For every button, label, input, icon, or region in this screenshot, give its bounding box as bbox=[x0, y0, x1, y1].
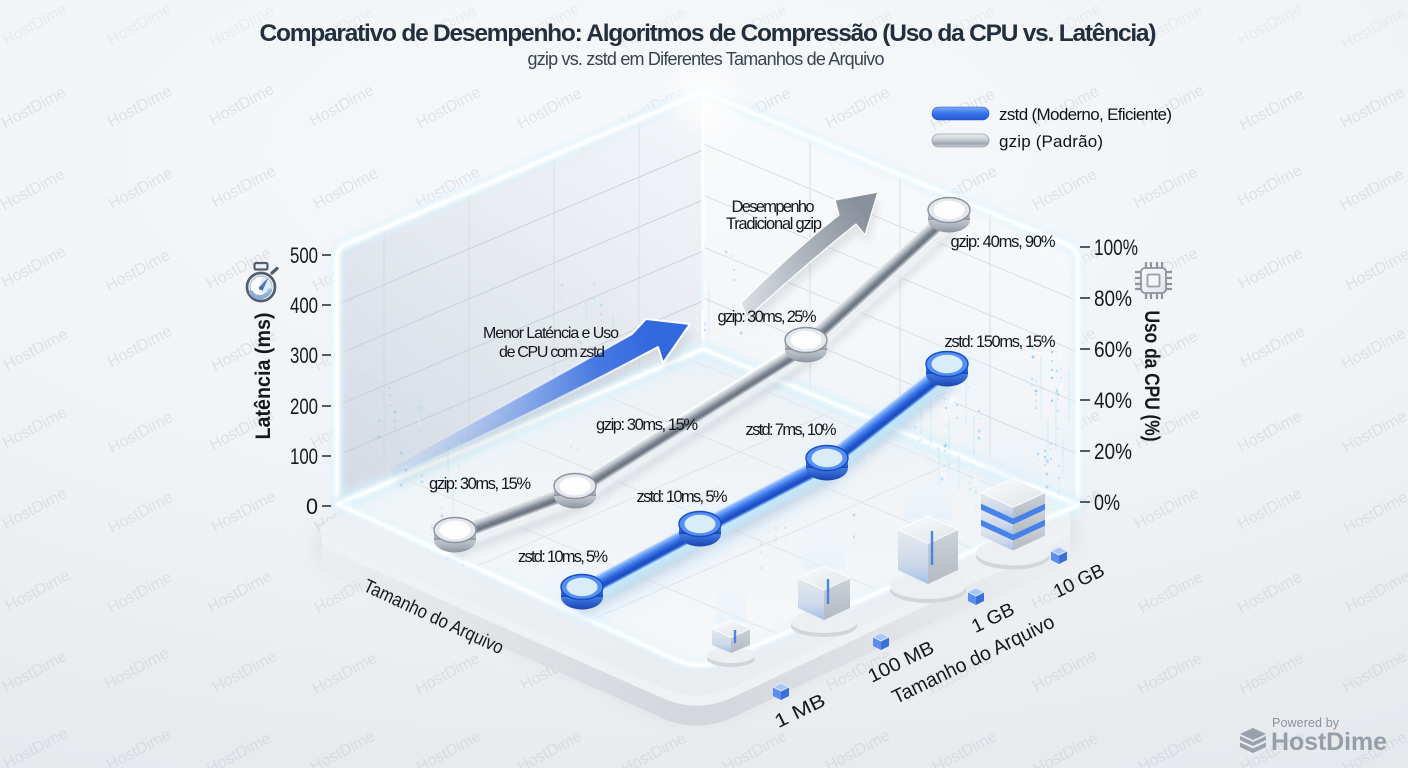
svg-text:HostDime: HostDime bbox=[1237, 86, 1307, 134]
svg-text:HostDime: HostDime bbox=[103, 247, 173, 295]
svg-text:gzip: 30ms, 15%: gzip: 30ms, 15% bbox=[596, 416, 698, 434]
svg-text:HostDime: HostDime bbox=[1341, 489, 1408, 537]
svg-text:HostDime: HostDime bbox=[105, 83, 175, 131]
svg-text:HostDime: HostDime bbox=[307, 82, 377, 130]
svg-text:HostDime: HostDime bbox=[0, 1, 70, 49]
svg-text:HostDime: HostDime bbox=[1235, 485, 1305, 533]
svg-text:HostDime: HostDime bbox=[619, 730, 689, 768]
svg-text:HostDime: HostDime bbox=[414, 728, 484, 768]
svg-text:HostDime: HostDime bbox=[1031, 730, 1101, 768]
svg-text:HostDime: HostDime bbox=[209, 488, 279, 536]
svg-text:HostDime: HostDime bbox=[210, 648, 280, 696]
svg-text:gzip vs. zstd em Diferentes Ta: gzip vs. zstd em Diferentes Tamanhos de … bbox=[528, 49, 885, 69]
svg-text:HostDime: HostDime bbox=[104, 726, 174, 768]
svg-text:HostDime: HostDime bbox=[1, 725, 71, 768]
svg-text:HostDime: HostDime bbox=[0, 485, 70, 533]
svg-text:100: 100 bbox=[290, 444, 318, 469]
svg-text:HostDime: HostDime bbox=[205, 568, 275, 616]
svg-text:HostDime: HostDime bbox=[0, 404, 70, 452]
svg-text:200: 200 bbox=[290, 394, 318, 419]
svg-text:Tradicional gzip: Tradicional gzip bbox=[726, 215, 822, 233]
svg-text:HostDime: HostDime bbox=[515, 85, 585, 133]
svg-text:zstd: 10ms, 5%: zstd: 10ms, 5% bbox=[518, 548, 608, 566]
svg-text:20%: 20% bbox=[1094, 439, 1132, 464]
svg-text:HostDime: HostDime bbox=[930, 728, 1000, 768]
svg-text:HostDime: HostDime bbox=[105, 323, 175, 371]
svg-text:HostDime: HostDime bbox=[106, 165, 176, 213]
svg-text:HostDime: HostDime bbox=[1238, 323, 1308, 371]
svg-text:HostDime: HostDime bbox=[3, 567, 73, 615]
svg-text:HostDime: HostDime bbox=[1030, 166, 1100, 214]
svg-text:gzip: 30ms, 15%: gzip: 30ms, 15% bbox=[429, 475, 531, 493]
svg-text:HostDime: HostDime bbox=[413, 650, 483, 698]
svg-text:500: 500 bbox=[290, 243, 318, 268]
svg-text:HostDime: HostDime bbox=[0, 84, 69, 132]
svg-text:80%: 80% bbox=[1094, 286, 1132, 311]
svg-text:HostDime: HostDime bbox=[1337, 166, 1407, 214]
svg-text:HostDime: HostDime bbox=[1030, 647, 1100, 695]
svg-text:HostDime: HostDime bbox=[106, 489, 176, 537]
svg-text:HostDime: HostDime bbox=[311, 165, 381, 213]
svg-text:HostDime: HostDime bbox=[207, 81, 277, 129]
svg-text:HostDime: HostDime bbox=[720, 728, 790, 768]
svg-text:0: 0 bbox=[306, 494, 318, 519]
svg-text:60%: 60% bbox=[1094, 337, 1132, 362]
svg-text:gzip: 40ms, 90%: gzip: 40ms, 90% bbox=[951, 233, 1056, 251]
svg-text:HostDime: HostDime bbox=[1271, 728, 1387, 756]
svg-text:HostDime: HostDime bbox=[1343, 246, 1408, 294]
svg-text:HostDime: HostDime bbox=[1, 326, 71, 374]
svg-text:HostDime: HostDime bbox=[1136, 728, 1206, 768]
svg-text:HostDime: HostDime bbox=[823, 727, 893, 768]
svg-text:HostDime: HostDime bbox=[0, 243, 69, 291]
svg-text:HostDime: HostDime bbox=[1235, 162, 1305, 210]
svg-text:de CPU com zstd: de CPU com zstd bbox=[499, 344, 605, 361]
svg-text:zstd: 150ms, 15%: zstd: 150ms, 15% bbox=[945, 333, 1056, 351]
svg-text:Menor Laténcia e Uso: Menor Laténcia e Uso bbox=[483, 325, 619, 342]
svg-text:HostDime: HostDime bbox=[204, 730, 274, 768]
svg-text:zstd (Moderno, Eficiente): zstd (Moderno, Eficiente) bbox=[999, 105, 1172, 124]
svg-text:zstd: 10ms, 5%: zstd: 10ms, 5% bbox=[637, 488, 728, 506]
svg-text:HostDime: HostDime bbox=[1235, 408, 1305, 456]
svg-text:HostDime: HostDime bbox=[106, 409, 176, 457]
svg-text:Powered by: Powered by bbox=[1272, 716, 1340, 730]
svg-text:HostDime: HostDime bbox=[1235, 569, 1305, 617]
svg-text:10 GB: 10 GB bbox=[1050, 560, 1108, 603]
svg-text:Latência (ms): Latência (ms) bbox=[252, 313, 275, 440]
svg-text:HostDime: HostDime bbox=[310, 650, 380, 698]
svg-text:gzip (Padrão): gzip (Padrão) bbox=[999, 132, 1103, 151]
svg-text:HostDime: HostDime bbox=[1236, 245, 1306, 293]
svg-text:HostDime: HostDime bbox=[1340, 408, 1408, 456]
svg-text:HostDime: HostDime bbox=[1339, 325, 1408, 373]
svg-text:HostDime: HostDime bbox=[209, 163, 279, 211]
svg-text:100%: 100% bbox=[1094, 235, 1138, 260]
svg-text:400: 400 bbox=[290, 293, 318, 318]
svg-text:Uso da CPU (%): Uso da CPU (%) bbox=[1140, 311, 1163, 442]
svg-text:HostDime: HostDime bbox=[1136, 569, 1206, 617]
svg-text:HostDime: HostDime bbox=[105, 569, 175, 617]
svg-text:HostDime: HostDime bbox=[414, 84, 484, 132]
svg-text:Desempenho: Desempenho bbox=[732, 198, 815, 216]
svg-text:HostDime: HostDime bbox=[1343, 568, 1408, 616]
svg-text:HostDime: HostDime bbox=[1135, 650, 1205, 698]
svg-text:HostDime: HostDime bbox=[1235, 1, 1305, 49]
svg-text:HostDime: HostDime bbox=[1338, 84, 1408, 132]
svg-text:HostDime: HostDime bbox=[823, 84, 893, 132]
svg-text:HostDime: HostDime bbox=[515, 728, 585, 768]
svg-text:HostDime: HostDime bbox=[0, 166, 68, 214]
svg-text:0%: 0% bbox=[1094, 490, 1120, 515]
svg-text:40%: 40% bbox=[1094, 388, 1132, 413]
svg-text:HostDime: HostDime bbox=[1131, 164, 1201, 212]
svg-text:300: 300 bbox=[290, 343, 318, 368]
svg-text:HostDime: HostDime bbox=[1237, 650, 1307, 698]
svg-text:HostDime: HostDime bbox=[1339, 5, 1408, 53]
svg-text:Comparativo de Desempenho: Alg: Comparativo de Desempenho: Algoritmos de… bbox=[260, 20, 1157, 47]
svg-text:zstd: 7ms, 10%: zstd: 7ms, 10% bbox=[746, 421, 837, 439]
svg-text:HostDime: HostDime bbox=[102, 645, 172, 693]
svg-text:HostDime: HostDime bbox=[1132, 485, 1202, 533]
svg-text:HostDime: HostDime bbox=[105, 1, 175, 49]
svg-text:HostDime: HostDime bbox=[1340, 648, 1408, 696]
svg-text:gzip: 30ms, 25%: gzip: 30ms, 25% bbox=[718, 308, 817, 326]
svg-text:HostDime: HostDime bbox=[0, 648, 70, 696]
svg-text:HostDime: HostDime bbox=[308, 728, 378, 768]
